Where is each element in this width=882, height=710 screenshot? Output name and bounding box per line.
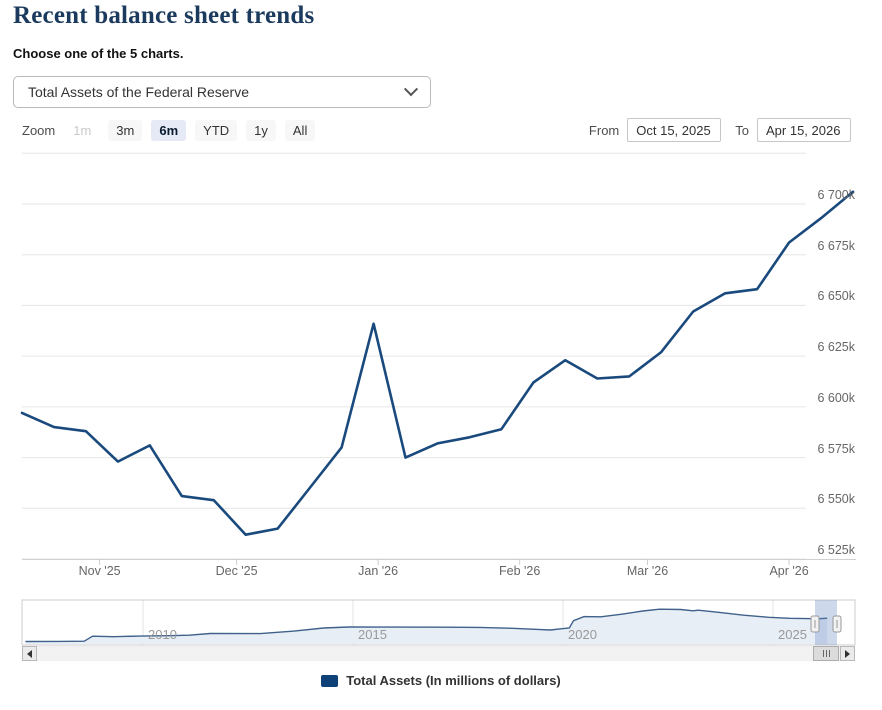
- zoom-button-3m[interactable]: 3m: [108, 119, 143, 141]
- y-axis-label: 6 600k: [817, 390, 855, 405]
- navigator-line: [25, 608, 828, 643]
- navigator-selected-mask[interactable]: [815, 600, 837, 645]
- chart-select-value: Total Assets of the Federal Reserve: [28, 84, 249, 100]
- navigator-outline: [21, 599, 856, 646]
- thumb-grip: [825, 650, 827, 657]
- y-axis-label: 6 650k: [817, 289, 855, 304]
- navigator-year-label: 2010: [148, 627, 177, 642]
- y-axis-label: 6 625k: [817, 340, 855, 355]
- legend-swatch: [321, 674, 339, 687]
- legend[interactable]: Total Assets (In millions of dollars): [0, 673, 882, 688]
- thumb-grip: [828, 650, 830, 657]
- y-axis-label: 6 575k: [817, 441, 855, 456]
- from-date-input[interactable]: [627, 118, 722, 142]
- y-axis-label: 6 550k: [817, 492, 855, 507]
- zoom-button-1y[interactable]: 1y: [246, 119, 276, 141]
- navigator-year-label: 2020: [568, 627, 597, 642]
- navigator-year-label: 2025: [778, 627, 807, 642]
- zoom-button-all[interactable]: All: [284, 119, 316, 141]
- zoom-button-6m[interactable]: 6m: [151, 119, 187, 141]
- zoom-button-ytd[interactable]: YTD: [195, 119, 238, 141]
- zoom-label: Zoom: [22, 122, 56, 138]
- y-gridlines: [22, 152, 806, 560]
- x-axis-label: Dec '25: [215, 564, 258, 578]
- x-axis-label: Jan '26: [358, 564, 399, 578]
- y-axis-label: 6 525k: [817, 543, 855, 557]
- to-date-input[interactable]: [757, 118, 851, 142]
- y-axis-label: 6 700k: [817, 188, 855, 202]
- navigator: [21, 599, 856, 646]
- x-axis-label: Feb '26: [499, 564, 541, 578]
- date-range-controls: From To: [589, 118, 851, 142]
- x-axis-label: Nov '25: [78, 564, 121, 578]
- navigator-year-label: 2015: [358, 627, 387, 642]
- thumb-grip: [822, 650, 824, 657]
- legend-label: Total Assets (In millions of dollars): [346, 673, 561, 688]
- scrollbar-track[interactable]: [22, 646, 855, 661]
- arrow-left-icon: [27, 649, 32, 658]
- page-title: Recent balance sheet trends: [13, 2, 315, 29]
- scrollbar-right-button[interactable]: [840, 646, 855, 661]
- from-label: From: [588, 122, 620, 138]
- zoom-button-1m: 1m: [73, 122, 92, 138]
- zoom-button-group: 1m 3m 6m YTD 1y All: [65, 119, 316, 141]
- chart-select-dropdown[interactable]: Total Assets of the Federal Reserve: [13, 76, 431, 108]
- scrollbar-thumb[interactable]: [813, 646, 839, 661]
- to-label: To: [735, 122, 749, 138]
- arrow-right-icon: [845, 649, 850, 658]
- scrollbar-left-button[interactable]: [22, 646, 37, 661]
- navigator-area: [25, 609, 828, 644]
- chart-toolbar: Zoom 1m 3m 6m YTD 1y All From To: [22, 118, 851, 142]
- chart-chooser-label: Choose one of the 5 charts.: [13, 46, 184, 61]
- x-axis-label: Apr '26: [769, 564, 809, 578]
- y-axis-label: 6 675k: [817, 238, 855, 253]
- total-assets-series-line[interactable]: [20, 190, 855, 537]
- x-axis-label: Mar '26: [626, 564, 669, 578]
